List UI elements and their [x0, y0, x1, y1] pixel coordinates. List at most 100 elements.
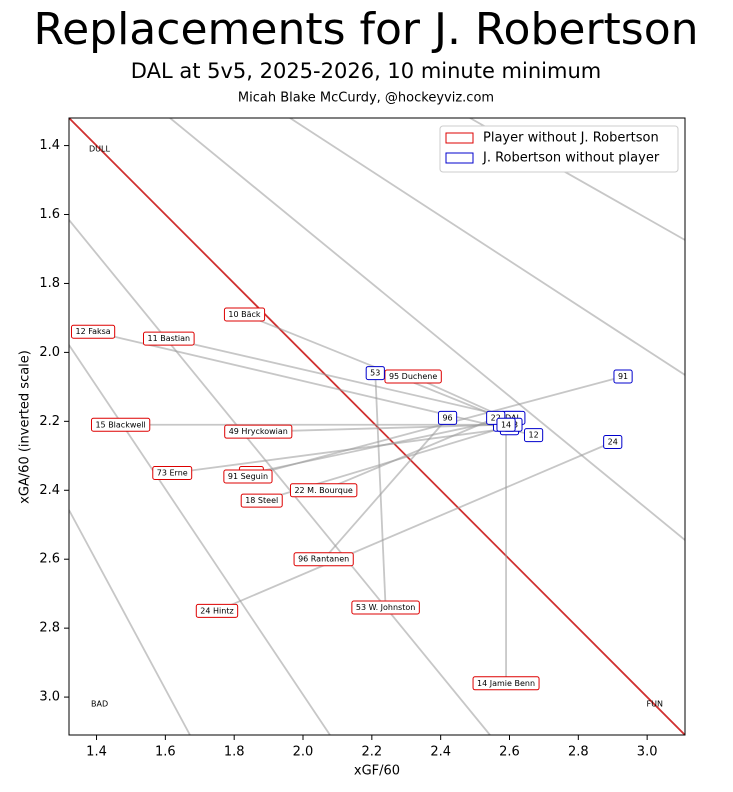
point-label: 95 Duchene — [389, 372, 437, 381]
point-box — [293, 552, 354, 567]
point-box — [437, 410, 458, 425]
connector — [92, 330, 534, 436]
connector — [258, 423, 503, 433]
point-box — [365, 366, 385, 381]
point: 73 Erne — [152, 466, 193, 481]
connector — [168, 337, 514, 419]
y-tick-label: 1.8 — [39, 276, 60, 291]
x-tick-label: 1.4 — [86, 745, 107, 760]
point-label: 11 Bastian — [147, 334, 190, 343]
point-label: 18 Steel — [245, 496, 278, 505]
point-box — [70, 324, 116, 339]
chart-subtitle: DAL at 5v5, 2025-2026, 10 minute minimum — [131, 59, 601, 83]
point-label: 53 W. Johnston — [356, 603, 415, 612]
connector — [216, 441, 614, 612]
point-box — [223, 307, 266, 322]
connector — [374, 373, 387, 608]
y-tick-label: 2.0 — [39, 345, 60, 360]
point: 12 Faksa — [70, 324, 116, 339]
point-label: 14 — [501, 420, 511, 429]
y-tick-label: 2.2 — [39, 414, 60, 429]
point-box — [90, 417, 151, 432]
point-box — [384, 369, 442, 384]
y-tick-label: 1.4 — [39, 138, 60, 153]
legend-swatch — [445, 132, 474, 144]
point-box — [351, 600, 420, 615]
y-tick-label: 1.6 — [39, 207, 60, 222]
y-tick-label: 3.0 — [39, 690, 60, 705]
plot-frame — [68, 117, 686, 736]
connector — [172, 427, 510, 474]
point-label: 73 Erne — [157, 469, 188, 478]
x-axis-label: xGF/60 — [354, 764, 400, 779]
point: 12 — [523, 428, 544, 443]
connector — [323, 417, 497, 492]
point-box — [142, 331, 195, 346]
point-box — [289, 483, 358, 498]
x-tick-label: 2.6 — [499, 745, 520, 760]
point-box — [523, 428, 544, 443]
point-label: 22 M. Bourque — [294, 486, 352, 495]
point: 10 Bäck — [223, 307, 266, 322]
point-box — [152, 466, 193, 481]
point: 91 Seguin — [223, 469, 273, 484]
x-tick-label: 2.2 — [361, 745, 382, 760]
point-label: 49 Hryckowian — [229, 427, 288, 436]
point: 22 M. Bourque — [289, 483, 358, 498]
point-box — [224, 424, 293, 439]
corner-label: DULL — [89, 145, 110, 154]
point-box — [240, 493, 283, 508]
point-label: 53 — [370, 369, 380, 378]
y-tick-label: 2.6 — [39, 552, 60, 567]
point: 53 — [365, 366, 385, 381]
point-box — [496, 417, 516, 432]
connector — [247, 375, 624, 478]
point-label: 12 Faksa — [75, 327, 110, 336]
point: 11 Bastian — [142, 331, 195, 346]
point-label: 91 Seguin — [228, 472, 268, 481]
chart-title: Replacements for J. Robertson — [33, 4, 698, 55]
point-label: 96 Rantanen — [298, 555, 349, 564]
iso-line — [69, 219, 491, 735]
iso-line — [69, 509, 191, 735]
point: 91 — [613, 369, 633, 384]
point-box — [223, 469, 273, 484]
point-label: 10 Bäck — [228, 310, 261, 319]
point: 96 — [437, 410, 458, 425]
iso-line — [289, 118, 685, 376]
point-label: 12 — [528, 431, 538, 440]
connector — [322, 417, 449, 560]
point: 53 W. Johnston — [351, 600, 420, 615]
legend-box — [439, 125, 679, 173]
corner-label: FUN — [647, 700, 663, 709]
legend-label: Player without J. Robertson — [483, 131, 659, 146]
x-tick-label: 3.0 — [637, 745, 658, 760]
point-label: 91 — [618, 372, 628, 381]
x-tick-label: 2.8 — [568, 745, 589, 760]
legend-swatch — [445, 152, 474, 164]
y-tick-label: 2.4 — [39, 483, 60, 498]
point-label: 96 — [442, 413, 452, 422]
x-tick-label: 2.4 — [430, 745, 451, 760]
y-tick-label: 2.8 — [39, 621, 60, 636]
iso-line — [69, 344, 331, 735]
y-axis-label: xGA/60 (inverted scale) — [18, 350, 33, 504]
point: 24 — [603, 435, 623, 450]
point-label: 15 Blackwell — [95, 420, 145, 429]
point: 14 — [496, 417, 516, 432]
point: 15 Blackwell — [90, 417, 151, 432]
point-box — [613, 369, 633, 384]
point-label: 24 Hintz — [200, 606, 233, 615]
point-label: 24 — [608, 438, 618, 447]
point: 96 Rantanen — [293, 552, 354, 567]
point-label: 14 Jamie Benn — [477, 679, 535, 688]
credit: Micah Blake McCurdy, @hockeyviz.com — [238, 91, 494, 106]
x-tick-label: 2.0 — [293, 745, 314, 760]
point-box — [472, 676, 540, 691]
point: 14 Jamie Benn — [472, 676, 540, 691]
point: 49 Hryckowian — [224, 424, 293, 439]
point-box — [603, 435, 623, 450]
point: 18 Steel — [240, 493, 283, 508]
